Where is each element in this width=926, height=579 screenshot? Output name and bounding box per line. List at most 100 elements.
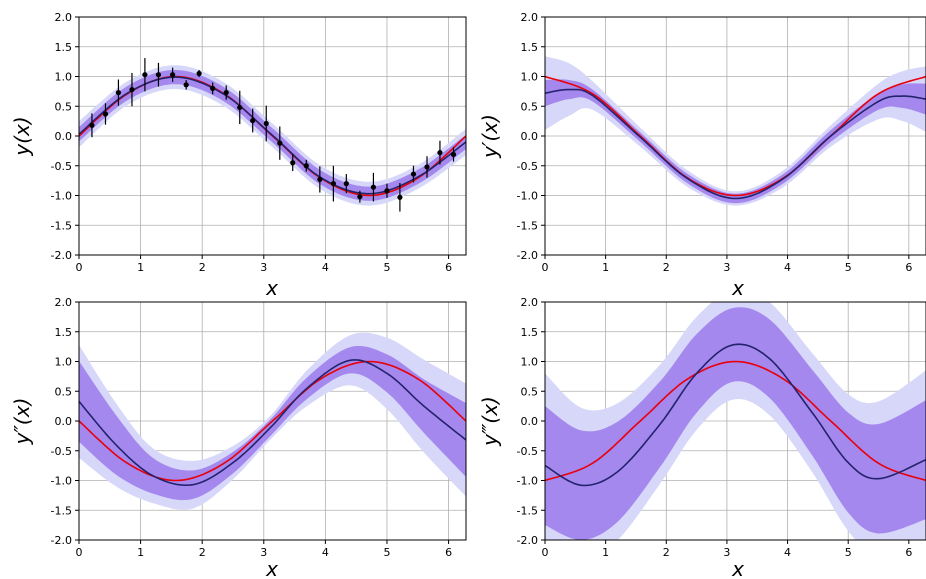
y-axis-label: y(x) xyxy=(10,116,34,156)
data-point xyxy=(237,90,243,125)
y-tick-label: 2.0 xyxy=(521,296,539,309)
point-marker xyxy=(263,120,269,127)
y-tick-label: -1.5 xyxy=(51,504,72,517)
x-tick-label: 0 xyxy=(76,546,83,559)
y-tick-label: 2.0 xyxy=(521,11,539,24)
x-tick-label: 3 xyxy=(723,261,730,274)
point-marker xyxy=(183,82,189,88)
data-point xyxy=(223,85,229,100)
y-tick-label: 1.5 xyxy=(521,326,539,339)
data-point xyxy=(183,80,189,90)
x-tick-label: 6 xyxy=(905,261,912,274)
x-tick-label: 5 xyxy=(383,261,390,274)
y-tick-label: 1.0 xyxy=(55,356,73,369)
point-marker xyxy=(370,184,377,190)
point-marker xyxy=(303,163,309,169)
y-tick-label: 2.0 xyxy=(55,11,73,24)
point-marker xyxy=(250,117,256,124)
x-ticks: 0 1 2 3 4 5 6 xyxy=(542,540,912,559)
uncertainty-band-inner xyxy=(545,79,926,204)
data-point xyxy=(263,105,269,142)
x-ticks: 0 1 2 3 4 5 6 xyxy=(76,255,452,274)
data-point xyxy=(410,165,417,183)
true-curve xyxy=(545,360,926,482)
y-tick-label: -0.5 xyxy=(51,160,72,173)
uncertainty-band-inner xyxy=(545,307,926,540)
y-tick-label: -1.0 xyxy=(51,190,72,203)
data-point xyxy=(142,58,148,92)
predicted-curve xyxy=(79,359,466,487)
y-tick-label: 0.5 xyxy=(521,100,539,113)
y-tick-label: 1.5 xyxy=(55,326,73,339)
y-tick-label: -1.5 xyxy=(517,504,538,517)
x-tick-label: 2 xyxy=(663,261,670,274)
y-tick-label: 0.0 xyxy=(521,415,539,428)
x-tick-label: 3 xyxy=(260,546,267,559)
point-marker xyxy=(397,194,403,200)
y-axis-label: y″(x) xyxy=(10,398,34,446)
y-ticks: -2.0 -1.5 -1.0 -0.5 0.0 0.5 1.0 1.5 2.0 xyxy=(51,11,79,262)
x-tick-label: 0 xyxy=(542,546,549,559)
point-marker xyxy=(115,89,122,96)
data-point xyxy=(303,159,309,172)
data-point xyxy=(89,113,95,138)
data-point xyxy=(196,69,202,78)
y-tick-label: 0.0 xyxy=(521,130,539,143)
point-marker xyxy=(450,151,457,158)
y-ticks: -2.0 -1.5 -1.0 -0.5 0.0 0.5 1.0 1.5 2.0 xyxy=(517,296,545,547)
data-point xyxy=(330,165,336,202)
x-tick-label: 5 xyxy=(383,546,390,559)
y-tick-label: 0.5 xyxy=(55,385,73,398)
true-curve xyxy=(79,360,466,482)
x-tick-label: 2 xyxy=(199,546,206,559)
y-ticks: -2.0 -1.5 -1.0 -0.5 0.0 0.5 1.0 1.5 2.0 xyxy=(517,11,545,262)
y-tick-label: -1.0 xyxy=(517,475,538,488)
y-ticks: -2.0 -1.5 -1.0 -0.5 0.0 0.5 1.0 1.5 2.0 xyxy=(51,296,79,547)
y-tick-label: 0.0 xyxy=(55,130,73,143)
point-marker xyxy=(357,194,363,200)
point-marker xyxy=(317,176,323,183)
x-tick-label: 6 xyxy=(445,546,452,559)
x-axis-label: x xyxy=(265,557,278,579)
point-marker xyxy=(223,89,229,96)
point-marker xyxy=(330,181,336,187)
data-point xyxy=(102,103,109,125)
data-point xyxy=(370,172,377,202)
data-point xyxy=(277,126,283,160)
data-point xyxy=(424,156,430,178)
y-axis-label: y‴(x) xyxy=(478,396,502,447)
y-tick-label: 1.0 xyxy=(521,71,539,84)
x-tick-label: 6 xyxy=(905,546,912,559)
data-point xyxy=(250,108,256,133)
x-tick-label: 1 xyxy=(137,261,144,274)
y-tick-label: -2.0 xyxy=(517,534,538,547)
point-marker xyxy=(210,85,216,91)
x-tick-label: 3 xyxy=(723,546,730,559)
predicted-curve xyxy=(79,76,466,195)
x-ticks: 0 1 2 3 4 5 6 xyxy=(76,540,452,559)
y-tick-label: 0.0 xyxy=(55,415,73,428)
y-tick-label: 1.0 xyxy=(55,71,73,84)
data-point xyxy=(450,147,457,162)
y-tick-label: -2.0 xyxy=(517,249,538,262)
point-marker xyxy=(129,86,135,93)
data-point xyxy=(357,190,363,203)
x-axis-label: x xyxy=(731,276,744,300)
y-tick-label: -0.5 xyxy=(517,445,538,458)
point-marker xyxy=(155,72,162,78)
point-marker xyxy=(237,104,243,111)
data-point xyxy=(290,154,296,172)
point-marker xyxy=(437,150,443,156)
x-tick-label: 2 xyxy=(199,261,206,274)
predicted-curve xyxy=(545,88,926,200)
x-tick-label: 5 xyxy=(845,546,852,559)
data-point xyxy=(437,140,443,165)
true-curve xyxy=(545,75,926,197)
x-tick-label: 5 xyxy=(845,261,852,274)
y-tick-label: -1.5 xyxy=(51,219,72,232)
